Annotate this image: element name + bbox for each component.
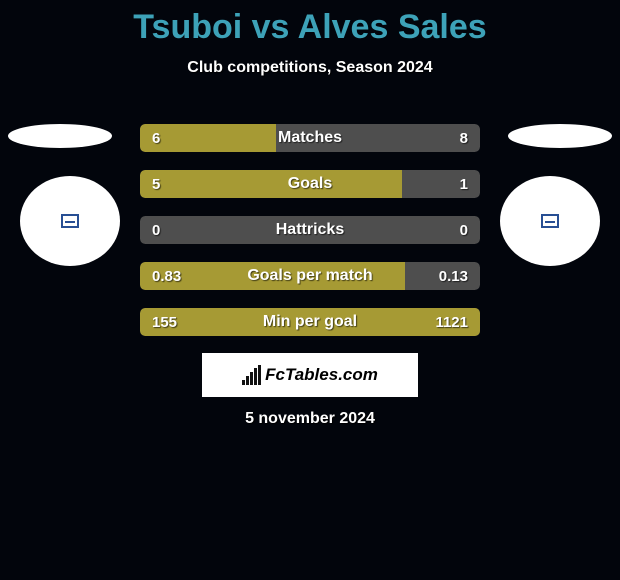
player-right-ellipse bbox=[508, 124, 612, 148]
placeholder-image-icon bbox=[61, 214, 79, 228]
fctables-logo: FcTables.com bbox=[202, 353, 418, 397]
logo-bars-icon bbox=[242, 365, 261, 385]
stat-row: 68Matches bbox=[140, 124, 480, 152]
comparison-card: Tsuboi vs Alves Sales Club competitions,… bbox=[0, 0, 620, 580]
stat-row: 1551121Min per goal bbox=[140, 308, 480, 336]
placeholder-image-icon bbox=[541, 214, 559, 228]
subtitle: Club competitions, Season 2024 bbox=[0, 59, 620, 77]
stats-rows: 68Matches 51Goals 00Hattricks 0.830.13Goals… bbox=[140, 124, 480, 354]
player-left-avatar bbox=[20, 176, 120, 266]
page-title: Tsuboi vs Alves Sales bbox=[0, 0, 620, 47]
footer-date: 5 november 2024 bbox=[0, 410, 620, 428]
stat-row: 00Hattricks bbox=[140, 216, 480, 244]
stat-label: Goals bbox=[140, 170, 480, 198]
logo-text: FcTables.com bbox=[265, 365, 378, 385]
stat-label: Hattricks bbox=[140, 216, 480, 244]
stat-label: Matches bbox=[140, 124, 480, 152]
player-right-avatar bbox=[500, 176, 600, 266]
stat-label: Goals per match bbox=[140, 262, 480, 290]
stat-row: 0.830.13Goals per match bbox=[140, 262, 480, 290]
stat-label: Min per goal bbox=[140, 308, 480, 336]
stat-row: 51Goals bbox=[140, 170, 480, 198]
player-left-ellipse bbox=[8, 124, 112, 148]
